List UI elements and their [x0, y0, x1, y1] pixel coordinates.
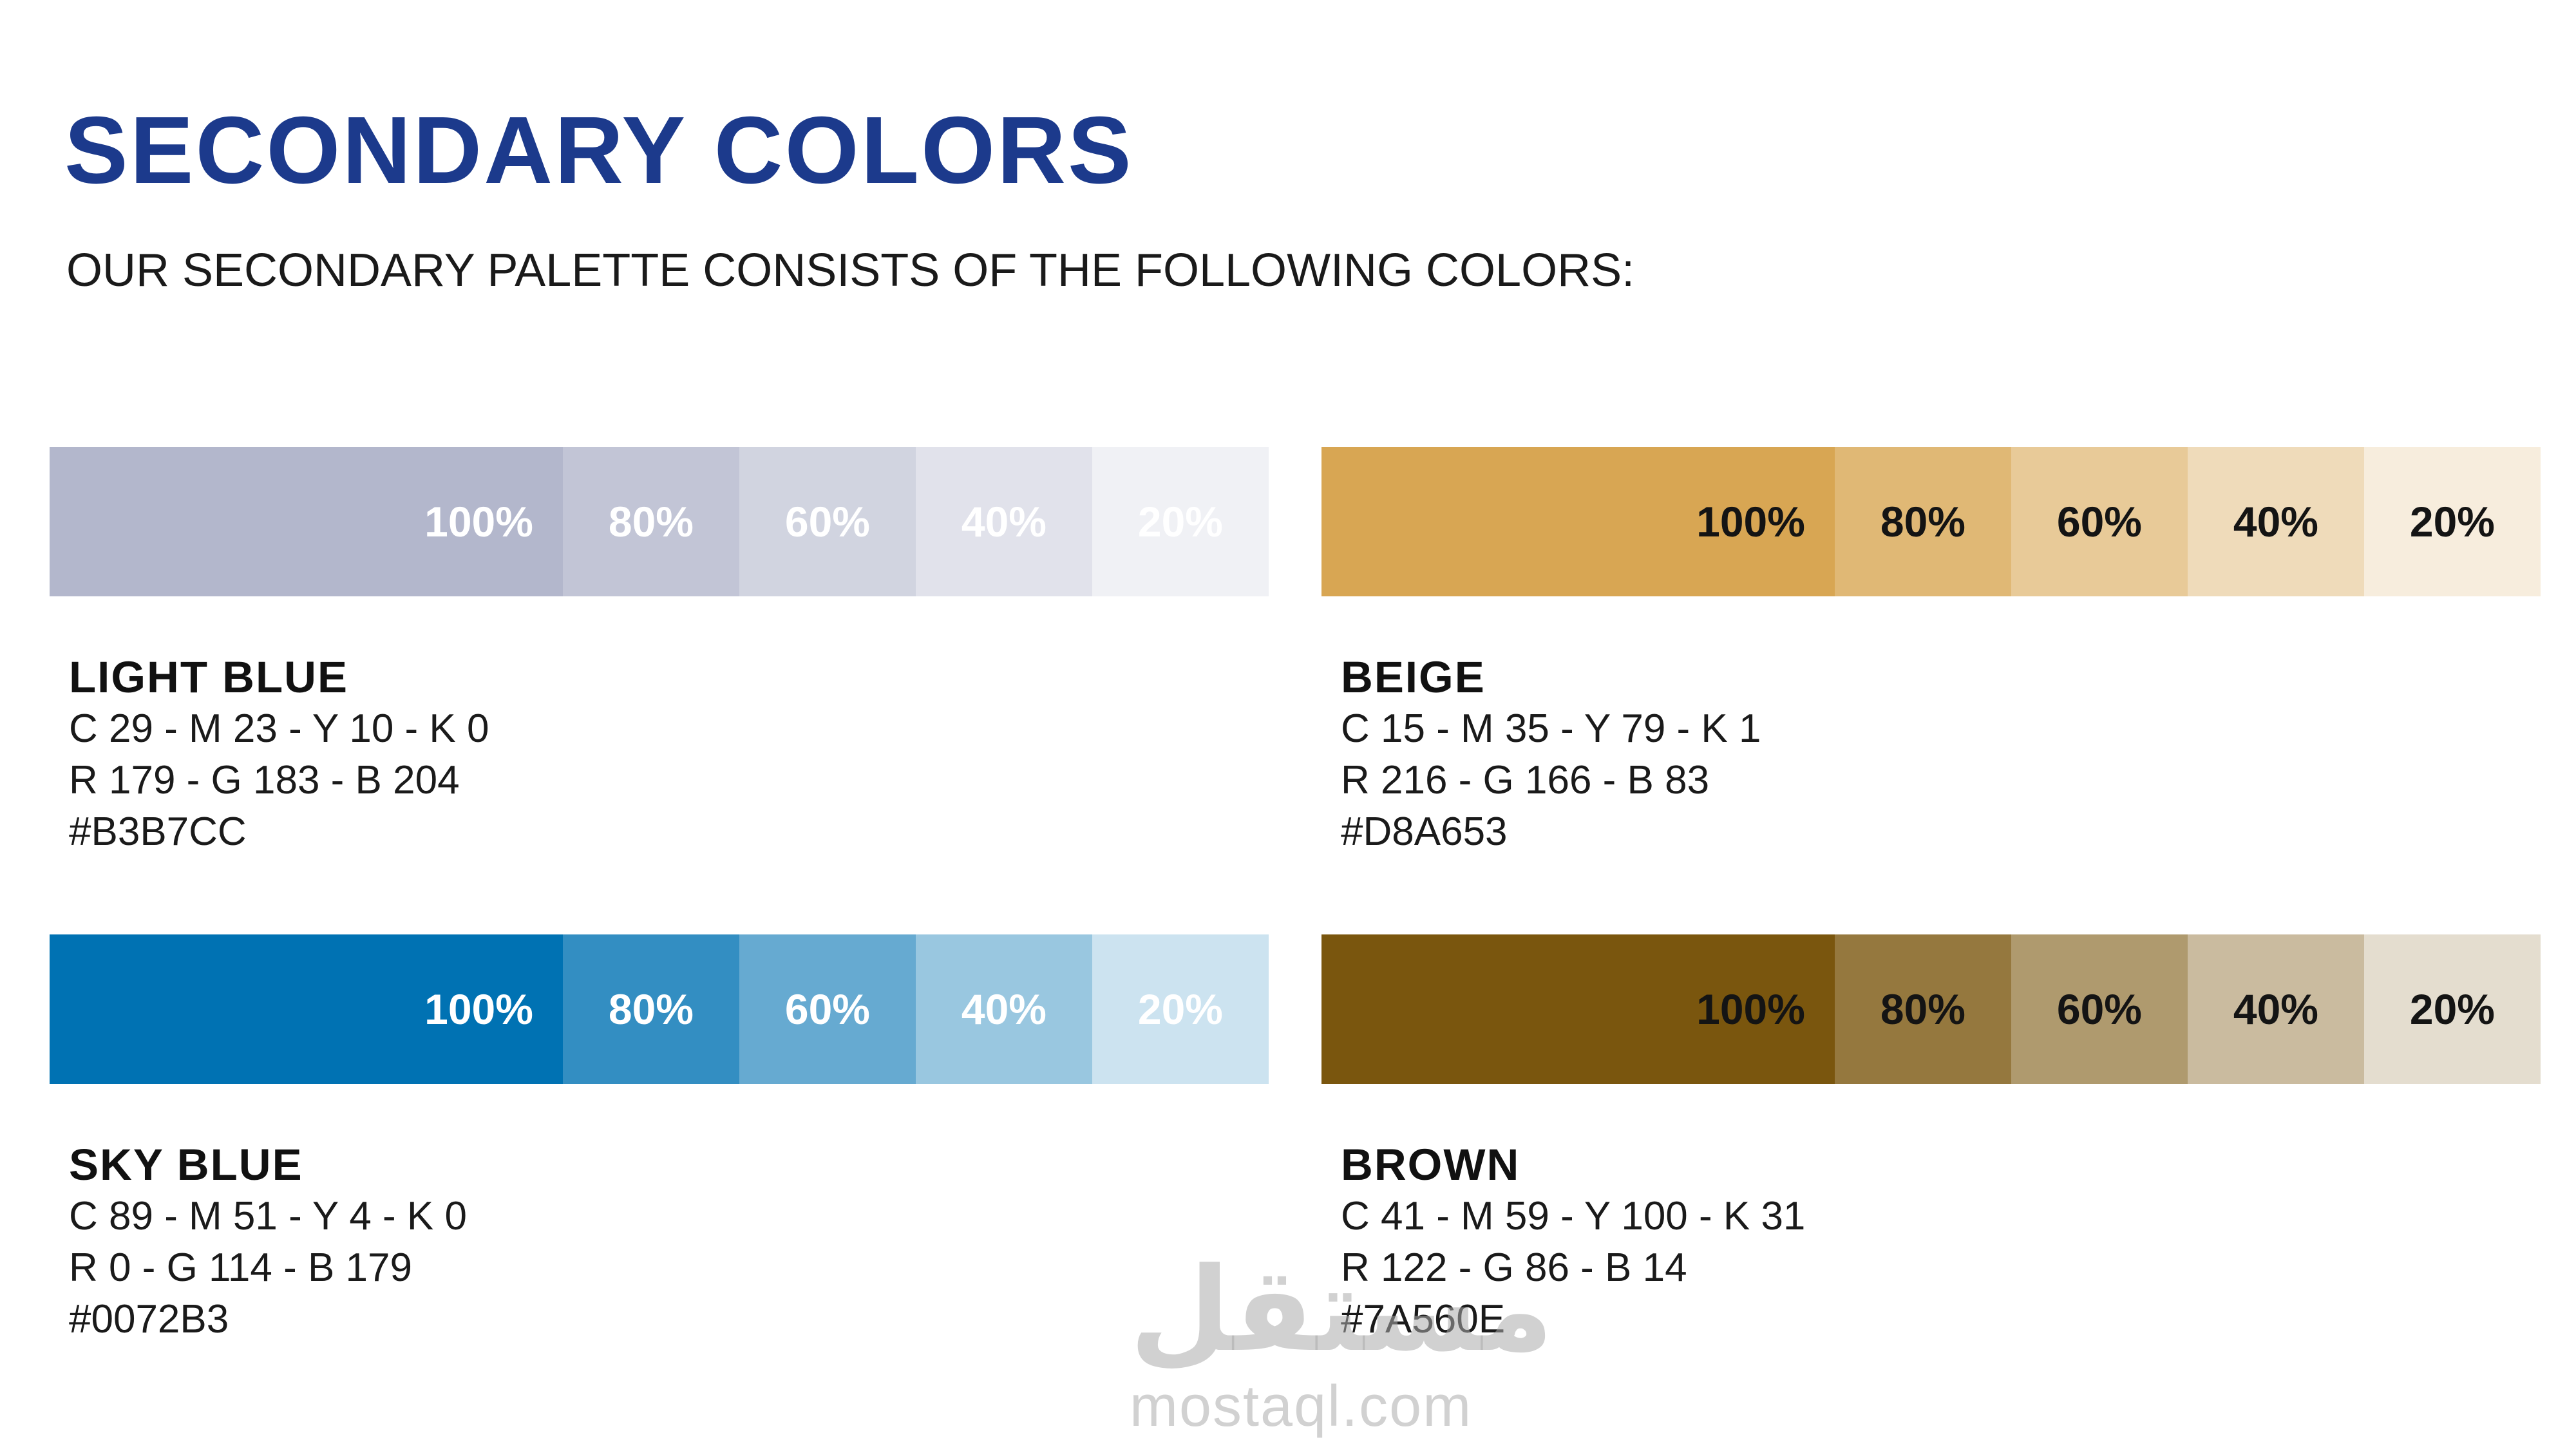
color-info-sky-blue: SKY BLUE C 89 - M 51 - Y 4 - K 0 R 0 - G… — [69, 1139, 467, 1345]
color-rgb: R 216 - G 166 - B 83 — [1341, 758, 1710, 802]
color-rgb: R 179 - G 183 - B 204 — [69, 758, 460, 802]
tint-label-20: 20% — [1137, 498, 1223, 545]
tint-segment-60: 60% — [739, 447, 916, 596]
color-cmyk: C 29 - M 23 - Y 10 - K 0 — [69, 706, 489, 751]
tint-segment-40: 40% — [915, 934, 1092, 1084]
palette-card-brown: 100% 80% 60% 40% 20% BROWN C 41 - M 59 -… — [1321, 934, 2541, 1385]
color-cmyk: C 41 - M 59 - Y 100 - K 31 — [1341, 1194, 1806, 1238]
tint-label-80: 80% — [1880, 985, 1965, 1033]
tint-label-40: 40% — [2233, 498, 2318, 545]
tint-label-80: 80% — [608, 985, 694, 1033]
color-cmyk: C 15 - M 35 - Y 79 - K 1 — [1341, 706, 1761, 751]
tint-segment-20: 20% — [2363, 934, 2541, 1084]
color-name: BEIGE — [1341, 652, 1486, 702]
color-hex: #B3B7CC — [69, 810, 247, 854]
color-name: BROWN — [1341, 1140, 1520, 1189]
color-info-beige: BEIGE C 15 - M 35 - Y 79 - K 1 R 216 - G… — [1341, 652, 1761, 858]
palette-card-beige: 100% 80% 60% 40% 20% BEIGE C 15 - M 35 -… — [1321, 447, 2541, 898]
tint-label-20: 20% — [2409, 985, 2495, 1033]
tint-label-20: 20% — [2409, 498, 2495, 545]
tint-label-100: 100% — [424, 985, 533, 1033]
tint-label-60: 60% — [2056, 985, 2142, 1033]
tint-label-100: 100% — [1696, 985, 1805, 1033]
tint-segment-100: 100% — [50, 447, 563, 596]
color-info-brown: BROWN C 41 - M 59 - Y 100 - K 31 R 122 -… — [1341, 1139, 1805, 1345]
tint-segment-80: 80% — [562, 447, 739, 596]
tint-label-80: 80% — [608, 498, 694, 545]
tint-segment-60: 60% — [739, 934, 916, 1084]
tint-segment-100: 100% — [1321, 447, 1835, 596]
tint-label-40: 40% — [961, 985, 1046, 1033]
tint-segment-40: 40% — [2187, 934, 2364, 1084]
color-name: LIGHT BLUE — [69, 652, 348, 702]
tint-segment-60: 60% — [2011, 447, 2188, 596]
watermark-domain: mostaql.com — [1130, 1374, 1473, 1439]
tint-segment-40: 40% — [2187, 447, 2364, 596]
tint-segment-80: 80% — [1834, 934, 2011, 1084]
tint-label-60: 60% — [784, 985, 870, 1033]
color-rgb: R 0 - G 114 - B 179 — [69, 1245, 412, 1290]
color-rgb: R 122 - G 86 - B 14 — [1341, 1245, 1687, 1290]
tint-label-40: 40% — [961, 498, 1046, 545]
tint-bar-beige: 100% 80% 60% 40% 20% — [1321, 447, 2541, 596]
color-hex: #D8A653 — [1341, 810, 1508, 854]
tint-segment-80: 80% — [562, 934, 739, 1084]
tint-segment-100: 100% — [1321, 934, 1835, 1084]
palette-card-sky-blue: 100% 80% 60% 40% 20% SKY BLUE C 89 - M 5… — [50, 934, 1269, 1385]
tint-label-100: 100% — [1696, 498, 1805, 545]
color-hex: #0072B3 — [69, 1297, 229, 1341]
tint-bar-sky-blue: 100% 80% 60% 40% 20% — [50, 934, 1269, 1084]
tint-bar-light-blue: 100% 80% 60% 40% 20% — [50, 447, 1269, 596]
tint-label-20: 20% — [1137, 985, 1223, 1033]
tint-segment-80: 80% — [1834, 447, 2011, 596]
color-info-light-blue: LIGHT BLUE C 29 - M 23 - Y 10 - K 0 R 17… — [69, 652, 489, 858]
tint-label-60: 60% — [2056, 498, 2142, 545]
tint-segment-40: 40% — [915, 447, 1092, 596]
color-cmyk: C 89 - M 51 - Y 4 - K 0 — [69, 1194, 467, 1238]
color-name: SKY BLUE — [69, 1140, 303, 1189]
tint-segment-60: 60% — [2011, 934, 2188, 1084]
tint-segment-20: 20% — [1092, 447, 1269, 596]
tint-segment-20: 20% — [1092, 934, 1269, 1084]
tint-label-60: 60% — [784, 498, 870, 545]
tint-segment-100: 100% — [50, 934, 563, 1084]
tint-label-100: 100% — [424, 498, 533, 545]
color-hex: #7A560E — [1341, 1297, 1506, 1341]
palette-card-light-blue: 100% 80% 60% 40% 20% LIGHT BLUE C 29 - M… — [50, 447, 1269, 898]
tint-bar-brown: 100% 80% 60% 40% 20% — [1321, 934, 2541, 1084]
page-title: SECONDARY COLORS — [64, 97, 1133, 204]
page-subtitle: OUR SECONDARY PALETTE CONSISTS OF THE FO… — [66, 245, 1635, 296]
tint-label-40: 40% — [2233, 985, 2318, 1033]
tint-segment-20: 20% — [2363, 447, 2541, 596]
tint-label-80: 80% — [1880, 498, 1965, 545]
